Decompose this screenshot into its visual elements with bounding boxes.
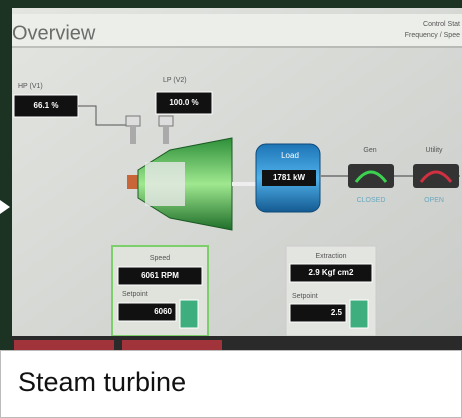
speed-value: 6061 RPM <box>141 271 179 280</box>
header-info: Control Stat <box>423 21 460 28</box>
bearing <box>127 175 139 189</box>
valve-stem <box>163 126 169 144</box>
speed-adjust[interactable] <box>180 300 198 328</box>
gen-status: CLOSED <box>357 197 386 204</box>
load-value: 1781 kW <box>273 173 305 182</box>
extraction-setpoint-label: Setpoint <box>292 293 318 300</box>
hp-label: HP (V1) <box>18 83 43 90</box>
caption: Steam turbine <box>18 367 186 397</box>
utility-breaker <box>413 164 459 188</box>
extraction-setpoint: 2.5 <box>331 308 343 317</box>
hp-value: 66.1 % <box>34 101 59 110</box>
valve <box>159 116 173 126</box>
valve-stem <box>130 126 136 144</box>
header-info: Frequency / Spee <box>405 32 460 39</box>
turbine-casing <box>145 162 185 206</box>
speed-label: Speed <box>150 255 170 262</box>
lp-label: LP (V2) <box>163 77 187 84</box>
page: Overview Control Stat Frequency / Spee H… <box>0 0 462 418</box>
button[interactable] <box>122 340 222 350</box>
header-title: Overview <box>12 22 96 44</box>
speed-setpoint: 6060 <box>154 307 172 316</box>
lp-value: 100.0 % <box>169 98 198 107</box>
utility-status: OPEN <box>424 197 444 204</box>
gen-breaker <box>348 164 394 188</box>
gen-label: Gen <box>363 147 376 154</box>
extraction-label: Extraction <box>315 253 346 260</box>
button[interactable] <box>14 340 114 350</box>
extraction-adjust[interactable] <box>350 300 368 328</box>
valve <box>126 116 140 126</box>
screen <box>12 8 462 336</box>
load-label: Load <box>281 151 299 160</box>
screenshot: Overview Control Stat Frequency / Spee H… <box>0 0 462 418</box>
extraction-value: 2.9 Kgf cm2 <box>309 268 354 277</box>
speed-setpoint-label: Setpoint <box>122 291 148 298</box>
utility-label: Utility <box>425 147 443 154</box>
